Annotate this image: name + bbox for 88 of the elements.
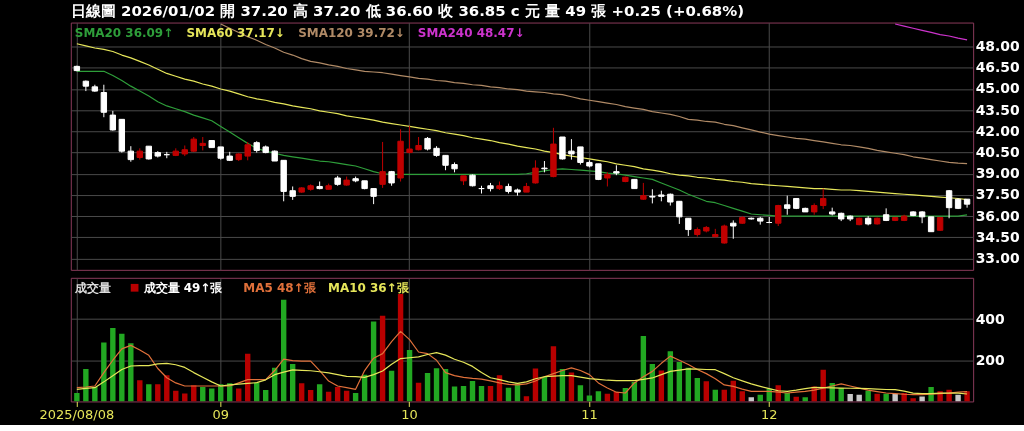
candlestick bbox=[100, 84, 108, 118]
bar bbox=[739, 391, 745, 402]
bar bbox=[280, 299, 287, 402]
candlestick bbox=[568, 138, 575, 161]
bar bbox=[838, 388, 844, 402]
y-tick-label: 43.50 bbox=[975, 101, 1021, 118]
y-tick-label: 400 bbox=[975, 310, 1006, 327]
candlestick bbox=[406, 125, 413, 154]
y-tick-label: 33.00 bbox=[975, 250, 1021, 267]
bar bbox=[155, 384, 161, 402]
bar bbox=[469, 381, 476, 402]
bar bbox=[146, 384, 152, 402]
bar bbox=[110, 327, 116, 402]
candlestick bbox=[945, 189, 953, 219]
line-series bbox=[76, 352, 968, 395]
bar bbox=[910, 398, 916, 402]
bar bbox=[182, 393, 188, 402]
bar bbox=[478, 385, 485, 402]
candlestick bbox=[820, 188, 827, 210]
legend-label: 成交量 49↑張 bbox=[142, 280, 224, 295]
bar bbox=[874, 393, 880, 402]
bar bbox=[892, 393, 898, 402]
candlestick bbox=[109, 110, 117, 132]
text: MA10 36↑張 bbox=[328, 280, 410, 295]
x-tick-label: 2025/08/08 bbox=[39, 406, 115, 422]
bar bbox=[703, 381, 710, 402]
bar bbox=[397, 294, 404, 402]
line-series bbox=[76, 330, 968, 396]
candlestick bbox=[82, 79, 90, 92]
text: SMA240 48.47↓ bbox=[417, 25, 525, 40]
y-tick-label: 37.50 bbox=[975, 186, 1021, 203]
bar bbox=[334, 387, 341, 402]
y-tick-label: 36.00 bbox=[975, 207, 1021, 224]
bar bbox=[487, 385, 494, 402]
y-tick-label: 46.50 bbox=[975, 59, 1021, 76]
bar bbox=[883, 393, 889, 402]
bar bbox=[694, 377, 701, 402]
bar bbox=[460, 385, 467, 402]
bar bbox=[101, 342, 107, 402]
bar bbox=[119, 333, 125, 402]
bar bbox=[209, 388, 215, 402]
bar bbox=[316, 384, 323, 402]
bar bbox=[802, 397, 808, 402]
y-tick-label: 40.50 bbox=[975, 144, 1021, 161]
candlestick bbox=[784, 195, 791, 216]
chart-title: 日線圖 2026/01/02 開 37.20 高 37.20 低 36.60 收 36.85 c 元 量 49 張 +0.25 (+0.68%) bbox=[70, 1, 745, 20]
bar bbox=[298, 383, 305, 402]
bar bbox=[856, 394, 862, 402]
bar bbox=[128, 343, 134, 402]
bar bbox=[388, 370, 395, 402]
bar bbox=[955, 394, 961, 402]
bar bbox=[92, 387, 98, 402]
bar bbox=[586, 395, 593, 402]
bar bbox=[137, 380, 143, 402]
y-tick-label: 39.00 bbox=[975, 165, 1021, 182]
bar bbox=[433, 368, 440, 402]
candlestick bbox=[559, 136, 566, 161]
chart-title: 成交量 bbox=[73, 280, 111, 295]
candlestick bbox=[379, 141, 386, 189]
series-label: SMA120 39.72↓ bbox=[298, 25, 405, 40]
text: SMA20 36.09↑ bbox=[74, 25, 174, 40]
candlestick bbox=[244, 141, 251, 161]
bar bbox=[748, 397, 754, 402]
y-tick-label: 42.00 bbox=[975, 122, 1021, 139]
x-tick-label: 12 bbox=[761, 406, 778, 422]
bar bbox=[424, 373, 431, 402]
bar bbox=[200, 387, 206, 402]
candlestick bbox=[730, 219, 737, 240]
bar bbox=[577, 385, 584, 402]
candlestick bbox=[676, 200, 683, 225]
x-tick-label: 11 bbox=[581, 406, 598, 422]
text: MA5 48↑張 bbox=[243, 280, 317, 295]
bar bbox=[595, 391, 602, 402]
bar bbox=[847, 394, 853, 402]
candlestick bbox=[918, 210, 926, 224]
text: SMA60 37.17↓ bbox=[186, 25, 285, 40]
candlestick bbox=[532, 159, 539, 185]
y-tick-label: 48.00 bbox=[975, 38, 1021, 55]
line-series bbox=[894, 23, 968, 41]
x-tick-label: 10 bbox=[401, 406, 418, 422]
y-tick-label: 34.50 bbox=[975, 228, 1021, 245]
y-tick-label: 45.00 bbox=[975, 80, 1021, 97]
x-tick-label: 09 bbox=[212, 406, 229, 422]
y-tick-label: 200 bbox=[975, 351, 1006, 368]
bar bbox=[236, 388, 242, 402]
bar bbox=[83, 368, 89, 402]
bar bbox=[865, 390, 871, 402]
bar bbox=[74, 393, 80, 402]
